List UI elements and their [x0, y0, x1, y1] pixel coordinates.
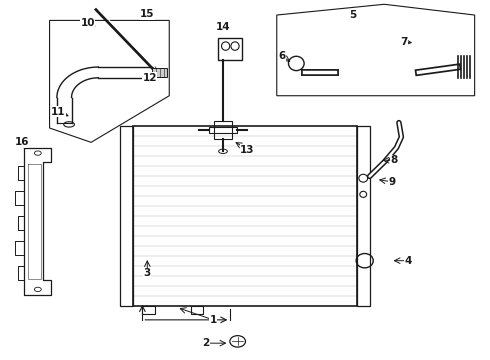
Text: 6: 6 — [278, 51, 286, 61]
Text: 14: 14 — [216, 22, 231, 32]
Text: 16: 16 — [14, 138, 29, 147]
Text: 4: 4 — [405, 256, 413, 266]
Text: 15: 15 — [140, 9, 154, 19]
Bar — [133, 126, 357, 306]
Bar — [209, 127, 237, 133]
Text: 9: 9 — [388, 177, 395, 187]
Text: 8: 8 — [391, 155, 398, 165]
Text: 3: 3 — [144, 268, 151, 278]
Bar — [357, 126, 369, 306]
Bar — [143, 306, 155, 315]
Text: 5: 5 — [349, 10, 356, 20]
Text: 11: 11 — [51, 107, 66, 117]
Bar — [214, 121, 232, 139]
Bar — [218, 38, 242, 60]
Text: 12: 12 — [143, 73, 157, 83]
Bar — [191, 306, 203, 315]
Text: 2: 2 — [202, 338, 210, 348]
Text: 1: 1 — [210, 315, 217, 325]
Text: 13: 13 — [240, 144, 255, 154]
Bar — [152, 68, 167, 77]
Bar — [121, 126, 133, 306]
Text: 7: 7 — [400, 37, 408, 47]
Text: 10: 10 — [80, 18, 95, 28]
